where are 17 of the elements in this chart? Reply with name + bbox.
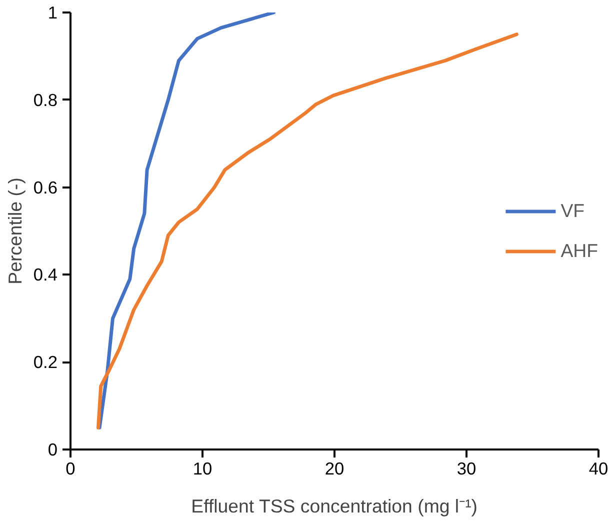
x-tick-label: 20 [324, 458, 344, 478]
x-tick-label: 10 [192, 458, 212, 478]
legend-label: VF [560, 200, 585, 222]
x-tick-label: 30 [456, 458, 476, 478]
y-tick-label: 0 [48, 440, 58, 460]
x-tick-label: 0 [66, 458, 76, 478]
line-series [98, 12, 276, 430]
legend-label: AHF [560, 240, 598, 262]
y-tick-label: 0.4 [33, 264, 58, 285]
x-tick-label: 40 [588, 458, 608, 478]
y-tick-label: 0.6 [33, 177, 58, 198]
x-axis-title: Effluent TSS concentration (mg l⁻¹) [191, 496, 478, 516]
line-series [96, 32, 518, 430]
y-tick-label: 0.8 [33, 90, 58, 110]
y-axis-title: Percentile (-) [4, 178, 26, 284]
y-tick-label: 1 [48, 2, 58, 22]
y-tick-label: 0.2 [33, 352, 58, 372]
